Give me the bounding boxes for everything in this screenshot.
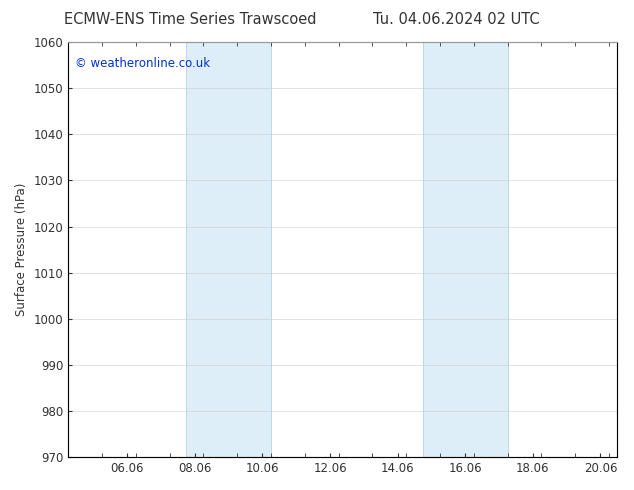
Text: Tu. 04.06.2024 02 UTC: Tu. 04.06.2024 02 UTC — [373, 12, 540, 27]
Bar — [423, 42, 508, 457]
Text: ECMW-ENS Time Series Trawscoed: ECMW-ENS Time Series Trawscoed — [64, 12, 316, 27]
Bar — [186, 42, 271, 457]
Y-axis label: Surface Pressure (hPa): Surface Pressure (hPa) — [15, 183, 28, 316]
Text: © weatheronline.co.uk: © weatheronline.co.uk — [75, 56, 210, 70]
